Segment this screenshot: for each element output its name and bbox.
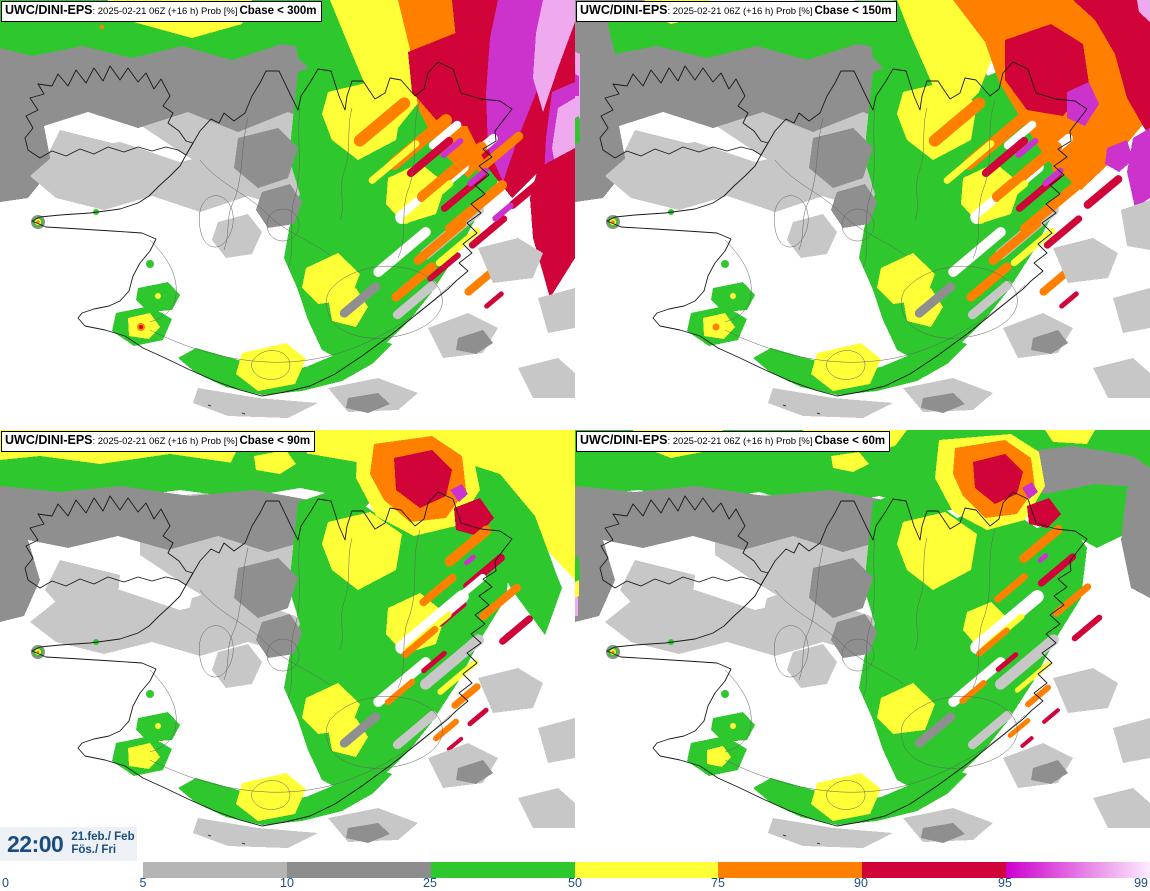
date-line-1: 21.feb./ Feb	[71, 831, 135, 843]
colorbar-segment-50-75	[574, 862, 719, 878]
probability-map	[0, 430, 575, 860]
colorbar-tick-label: 10	[280, 876, 294, 890]
colorbar-tick-label: 90	[854, 876, 868, 890]
parameter-label: Cbase < 60m	[814, 435, 886, 447]
panel-title: UWC/DINI-EPS: 2025-02-21 06Z (+16 h) Pro…	[1, 431, 316, 452]
forecast-panel-cbase-300m: UWC/DINI-EPS: 2025-02-21 06Z (+16 h) Pro…	[0, 0, 575, 430]
date-label: 21.feb./ Feb Fös./ Fri	[71, 831, 134, 857]
colorbar-tick-label: 0	[2, 876, 9, 890]
colorbar-segment-5-10	[143, 862, 287, 878]
run-info: : 2025-02-21 06Z (+16 h) Prob [%]	[667, 436, 813, 447]
colorbar-tick-label: 75	[711, 876, 725, 890]
run-info: : 2025-02-21 06Z (+16 h) Prob [%]	[92, 436, 238, 447]
model-name: UWC/DINI-EPS	[580, 3, 668, 17]
forecast-panel-cbase-60m: UWC/DINI-EPS: 2025-02-21 06Z (+16 h) Pro…	[575, 430, 1150, 860]
run-info: : 2025-02-21 06Z (+16 h) Prob [%]	[92, 6, 238, 17]
date-line-2: Fös./ Fri	[71, 844, 117, 856]
colorbar-segment-90-95	[862, 862, 1007, 878]
panel-title: UWC/DINI-EPS: 2025-02-21 06Z (+16 h) Pro…	[576, 431, 891, 452]
run-info: : 2025-02-21 06Z (+16 h) Prob [%]	[667, 6, 813, 17]
time-label: 22:00	[7, 830, 64, 857]
model-name: UWC/DINI-EPS	[5, 3, 93, 17]
colorbar-segment-95-99	[1006, 862, 1150, 878]
probability-colorbar	[143, 862, 1150, 878]
colorbar-tick-label: 50	[568, 876, 582, 890]
colorbar-segment-10-25	[286, 862, 431, 878]
forecast-panel-cbase-90m: UWC/DINI-EPS: 2025-02-21 06Z (+16 h) Pro…	[0, 430, 575, 860]
model-name: UWC/DINI-EPS	[580, 433, 668, 447]
probability-map	[0, 0, 575, 430]
parameter-label: Cbase < 150m	[814, 5, 892, 17]
panel-title: UWC/DINI-EPS: 2025-02-21 06Z (+16 h) Pro…	[576, 1, 897, 22]
colorbar-tick-label: 5	[139, 876, 147, 890]
probability-map	[575, 0, 1150, 430]
timestamp-box: 22:00 21.feb./ Feb Fös./ Fri	[0, 827, 137, 861]
panel-title: UWC/DINI-EPS: 2025-02-21 06Z (+16 h) Pro…	[1, 1, 322, 22]
forecast-panel-cbase-150m: UWC/DINI-EPS: 2025-02-21 06Z (+16 h) Pro…	[575, 0, 1150, 430]
parameter-label: Cbase < 300m	[239, 5, 317, 17]
model-name: UWC/DINI-EPS	[5, 433, 93, 447]
colorbar-tick-label: 25	[423, 876, 437, 890]
colorbar-tick-label: 95	[998, 876, 1012, 890]
colorbar-tick-label: 99	[1134, 876, 1148, 890]
colorbar-segment-75-90	[718, 862, 863, 878]
colorbar-segment-25-50	[430, 862, 575, 878]
probability-map	[575, 430, 1150, 860]
parameter-label: Cbase < 90m	[239, 435, 311, 447]
